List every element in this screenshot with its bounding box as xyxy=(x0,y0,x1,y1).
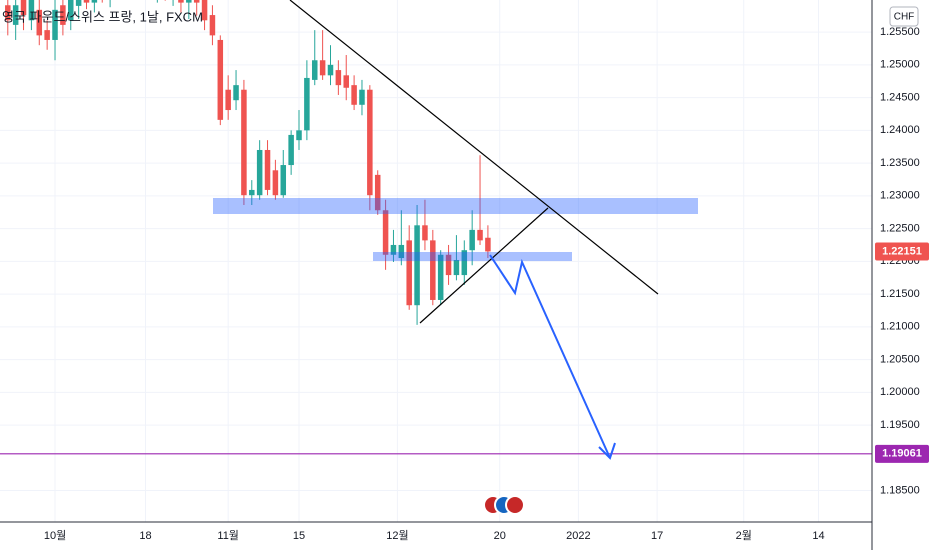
candle-body xyxy=(304,77,310,131)
event-icon xyxy=(505,495,525,515)
candle-body xyxy=(217,39,224,120)
last-price-label: 1.22151 xyxy=(882,245,922,257)
currency-box xyxy=(889,6,919,27)
drawings xyxy=(213,0,698,515)
candle-body xyxy=(485,237,491,252)
candle-body xyxy=(296,130,302,141)
projection-arrow xyxy=(489,254,611,459)
candle-body xyxy=(469,229,475,251)
arrow-head xyxy=(598,442,616,460)
x-tick-label: 20 xyxy=(494,530,506,542)
candle-body xyxy=(44,30,50,40)
trend-line xyxy=(419,207,549,324)
y-tick-label: 1.19500 xyxy=(880,419,920,431)
y-tick-label: 1.25000 xyxy=(880,59,920,71)
y-tick-label: 1.25500 xyxy=(880,26,920,38)
event-icons xyxy=(483,495,525,515)
candle-body xyxy=(241,89,247,196)
candle-body xyxy=(12,5,19,25)
target-price-label: 1.19061 xyxy=(882,448,922,460)
candle-body xyxy=(178,0,184,3)
x-tick-label: 14 xyxy=(812,530,824,542)
candle-body xyxy=(264,149,271,190)
candle-body xyxy=(430,240,436,300)
candle-body xyxy=(256,149,263,196)
resistance-zone xyxy=(213,198,698,214)
candle-body xyxy=(233,85,239,101)
plot-area xyxy=(0,0,872,455)
candle-body xyxy=(414,225,420,306)
candle-body xyxy=(68,0,74,21)
x-tick-label: 2월 xyxy=(736,529,752,542)
candle-body xyxy=(390,244,397,255)
grid xyxy=(0,0,872,522)
candle-body xyxy=(5,5,11,21)
x-tick-label: 10월 xyxy=(44,529,66,542)
x-tick-label: 2022 xyxy=(566,530,590,542)
candle-body xyxy=(225,89,231,111)
y-tick-label: 1.20500 xyxy=(880,353,920,365)
x-tick-label: 12월 xyxy=(386,529,408,542)
x-tick-label: 18 xyxy=(139,530,151,542)
y-tick-label: 1.23500 xyxy=(880,157,920,169)
candle-body xyxy=(374,174,381,211)
candle-body xyxy=(280,165,287,196)
candle-body xyxy=(359,89,365,105)
candle-body xyxy=(461,250,468,276)
y-tick-label: 1.21000 xyxy=(880,321,920,333)
candle-body xyxy=(91,0,98,3)
candle-body xyxy=(343,75,349,88)
candle-body xyxy=(311,60,318,80)
candle-body xyxy=(249,189,255,196)
y-tick-label: 1.22500 xyxy=(880,222,920,234)
candle-body xyxy=(201,0,208,21)
candle-body xyxy=(335,70,342,86)
candle-body xyxy=(422,225,428,241)
target-price-box xyxy=(875,444,929,463)
trend-line xyxy=(289,0,659,295)
x-tick-label: 15 xyxy=(293,530,305,542)
candle-body xyxy=(477,229,483,241)
candle-body xyxy=(398,244,405,259)
candle-body xyxy=(351,85,357,105)
candle-body xyxy=(367,89,373,196)
y-tick-label: 1.20000 xyxy=(880,386,920,398)
candle-body xyxy=(28,0,35,21)
candle-body xyxy=(319,60,326,76)
y-tick-label: 1.24000 xyxy=(880,124,920,136)
support-zone xyxy=(373,252,572,261)
candle-body xyxy=(437,254,444,300)
y-tick-label: 1.21500 xyxy=(880,288,920,300)
candle-body xyxy=(453,260,460,276)
x-tick-label: 11월 xyxy=(217,529,239,542)
last-price-box xyxy=(875,242,929,261)
x-tick-label: 17 xyxy=(651,530,663,542)
candle-body xyxy=(52,9,58,40)
time-axis-panel xyxy=(0,522,872,550)
candle-body xyxy=(406,240,412,306)
y-tick-label: 1.18500 xyxy=(880,484,920,496)
candle-body xyxy=(272,170,279,196)
candle-body xyxy=(20,0,27,16)
candle-body xyxy=(327,64,334,76)
candle-body xyxy=(382,210,389,255)
currency: CHF xyxy=(894,12,915,23)
candle-body xyxy=(83,0,90,3)
candle-body xyxy=(445,254,452,276)
candle-body xyxy=(209,15,216,36)
candle-body xyxy=(186,0,192,3)
price-axis-panel xyxy=(872,0,932,550)
candle-body xyxy=(60,5,66,25)
candle-body xyxy=(288,134,294,166)
symbol-title: 영국 파운드/스위스 프랑, 1날, FXCM xyxy=(2,9,203,24)
candle-body xyxy=(193,0,200,3)
y-tick-label: 1.23000 xyxy=(880,190,920,202)
candle-body xyxy=(75,0,82,6)
y-tick-label: 1.24500 xyxy=(880,91,920,103)
candle-body xyxy=(36,9,43,36)
